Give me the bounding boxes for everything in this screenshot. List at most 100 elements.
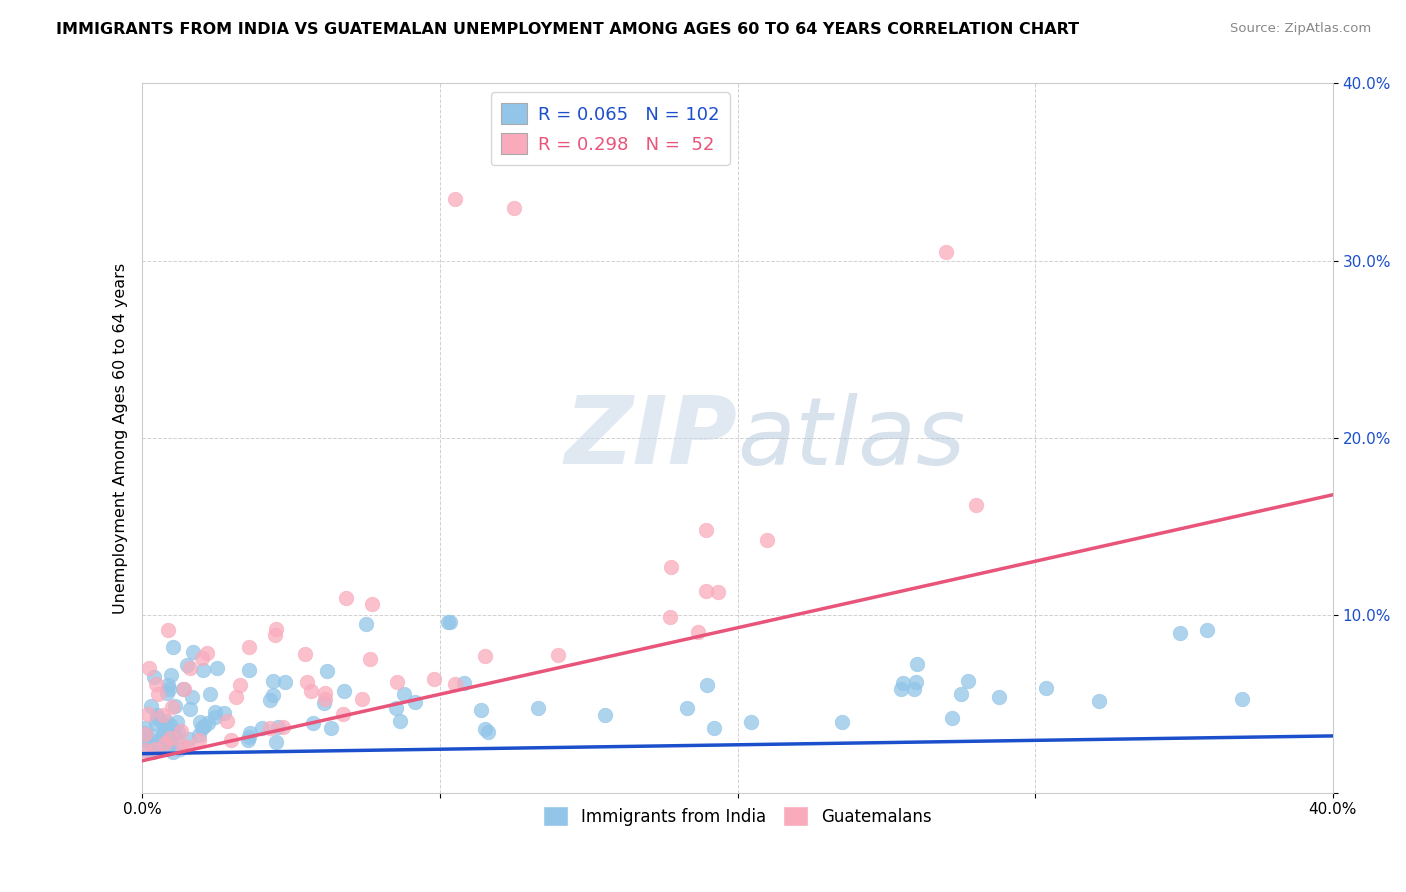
Point	[238, 640, 260, 655]
Text: Source: ZipAtlas.com: Source: ZipAtlas.com	[1230, 22, 1371, 36]
Point	[387, 674, 409, 689]
Point	[659, 560, 682, 574]
Point	[273, 675, 295, 690]
Point	[157, 723, 180, 738]
Point	[225, 690, 247, 705]
Point	[135, 733, 157, 747]
Point	[264, 735, 287, 749]
Point	[335, 591, 357, 606]
Point	[155, 723, 177, 737]
Point	[146, 707, 169, 722]
Point	[135, 743, 157, 757]
Point	[160, 668, 183, 682]
Point	[195, 647, 218, 661]
Point	[138, 661, 160, 675]
Point	[262, 688, 284, 702]
Point	[703, 722, 725, 736]
Point	[236, 733, 259, 747]
Text: IMMIGRANTS FROM INDIA VS GUATEMALAN UNEMPLOYMENT AMONG AGES 60 TO 64 YEARS CORRE: IMMIGRANTS FROM INDIA VS GUATEMALAN UNEM…	[56, 22, 1080, 37]
Point	[181, 644, 204, 658]
Point	[593, 708, 616, 723]
Point	[145, 716, 167, 731]
Point	[152, 729, 174, 743]
Point	[141, 745, 163, 759]
Point	[950, 687, 973, 701]
Point	[162, 745, 184, 759]
Point	[190, 651, 212, 665]
Point	[301, 716, 323, 731]
Point	[156, 741, 179, 756]
Point	[157, 681, 180, 696]
Point	[935, 244, 957, 259]
Point	[159, 718, 181, 732]
Point	[143, 742, 166, 756]
Point	[676, 700, 699, 714]
Point	[145, 676, 167, 690]
Point	[547, 648, 569, 662]
Point	[394, 687, 416, 701]
Point	[145, 711, 167, 725]
Point	[141, 698, 163, 713]
Point	[332, 707, 354, 722]
Point	[162, 726, 184, 740]
Point	[165, 698, 187, 713]
Point	[134, 743, 156, 757]
Point	[191, 721, 214, 735]
Point	[905, 657, 928, 671]
Point	[179, 702, 201, 716]
Point	[503, 201, 526, 215]
Point	[267, 721, 290, 735]
Point	[166, 715, 188, 730]
Point	[404, 695, 426, 709]
Point	[696, 678, 718, 692]
Point	[436, 615, 458, 629]
Point	[271, 720, 294, 734]
Point	[204, 706, 226, 720]
Point	[170, 738, 193, 752]
Point	[688, 624, 710, 639]
Point	[259, 721, 281, 735]
Point	[264, 628, 287, 642]
Point	[150, 730, 173, 744]
Point	[172, 681, 194, 696]
Point	[891, 676, 914, 690]
Point	[474, 722, 496, 736]
Point	[332, 684, 354, 698]
Point	[295, 675, 318, 690]
Point	[354, 617, 377, 632]
Point	[388, 714, 411, 729]
Point	[173, 682, 195, 697]
Point	[228, 678, 250, 692]
Point	[162, 723, 184, 738]
Point	[169, 742, 191, 756]
Point	[197, 716, 219, 731]
Point	[527, 701, 550, 715]
Point	[312, 697, 335, 711]
Point	[159, 731, 181, 745]
Point	[1170, 625, 1192, 640]
Point	[134, 725, 156, 739]
Text: atlas: atlas	[738, 392, 966, 483]
Point	[205, 661, 228, 675]
Point	[695, 584, 717, 599]
Point	[903, 681, 925, 696]
Point	[148, 740, 170, 755]
Point	[439, 615, 461, 630]
Point	[204, 710, 226, 724]
Point	[443, 192, 465, 206]
Point	[152, 717, 174, 731]
Point	[219, 733, 242, 747]
Point	[890, 682, 912, 697]
Point	[314, 692, 336, 706]
Point	[350, 691, 373, 706]
Point	[314, 685, 336, 699]
Point	[474, 649, 496, 664]
Point	[315, 664, 337, 678]
Point	[165, 729, 187, 743]
Point	[159, 738, 181, 752]
Point	[477, 725, 499, 739]
Y-axis label: Unemployment Among Ages 60 to 64 years: Unemployment Among Ages 60 to 64 years	[114, 262, 128, 614]
Point	[153, 736, 176, 750]
Point	[423, 672, 446, 686]
Point	[176, 740, 198, 755]
